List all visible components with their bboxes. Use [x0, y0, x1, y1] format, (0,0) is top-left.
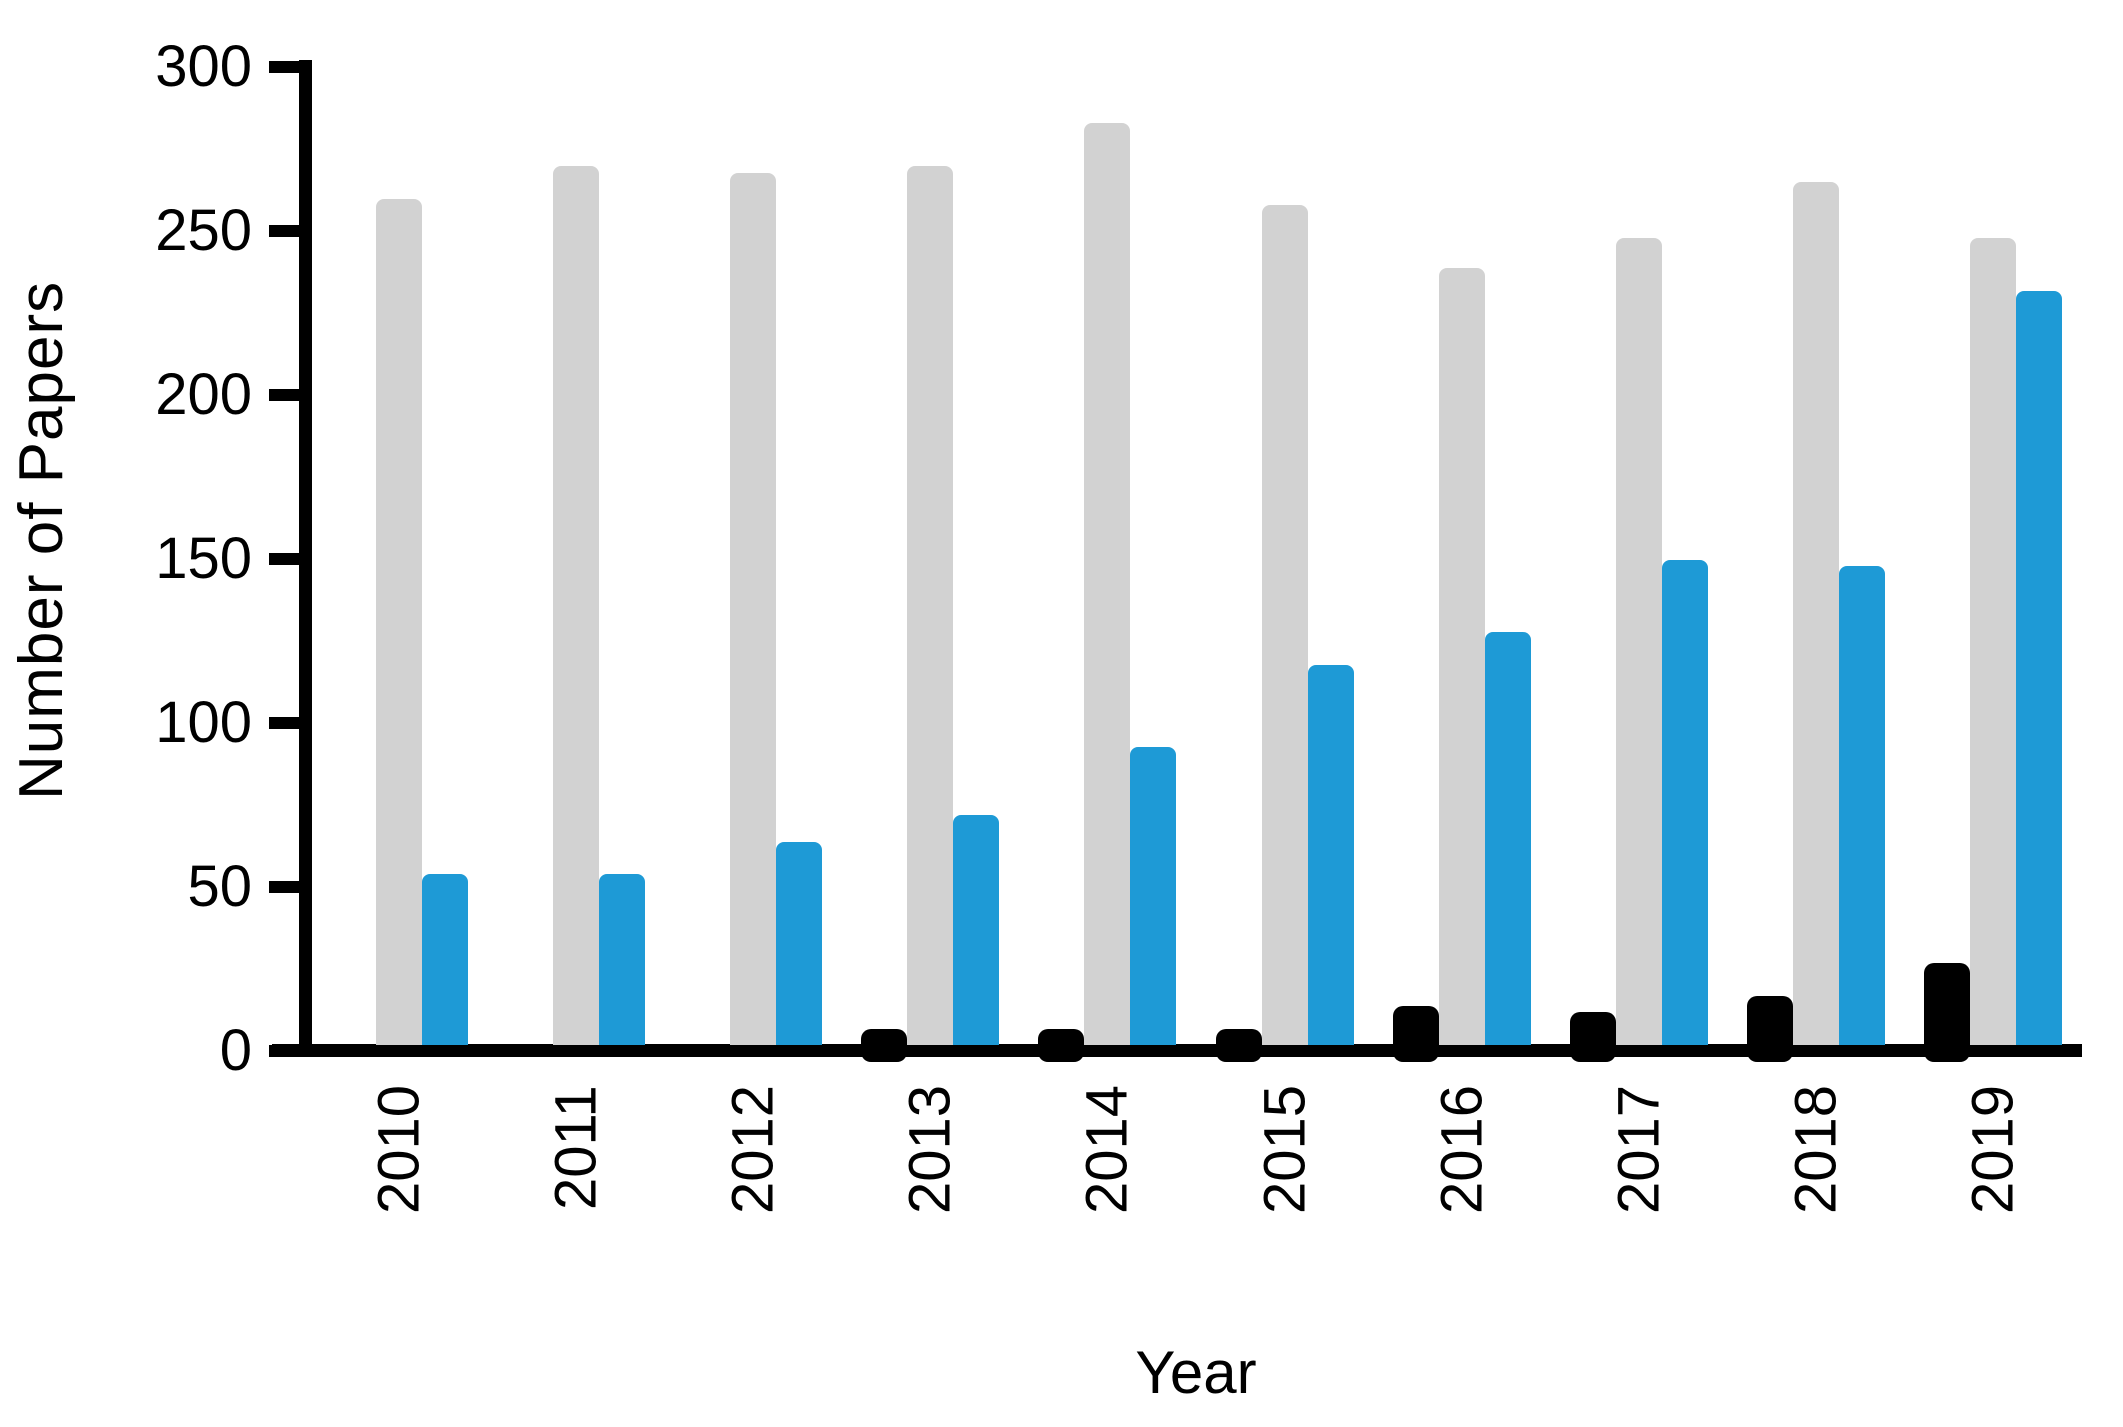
bar-black-2015 [1216, 1029, 1262, 1062]
bar-blue-2012 [776, 842, 822, 1045]
y-tick [269, 553, 299, 565]
x-category-label-2018: 2018 [1783, 1085, 1849, 1215]
x-category-label-2013: 2013 [897, 1085, 963, 1215]
x-category-label-2012: 2012 [720, 1085, 786, 1215]
y-tick [269, 717, 299, 729]
x-category-label-2019: 2019 [1960, 1085, 2026, 1215]
bar-blue-2018 [1839, 566, 1885, 1045]
bar-blue-2013 [953, 815, 999, 1045]
y-axis-line [299, 60, 312, 1052]
y-axis-title: Number of Papers [7, 280, 76, 800]
x-axis-line [272, 1044, 2082, 1057]
bar-blue-2014 [1130, 747, 1176, 1045]
x-category-label-2011: 2011 [543, 1085, 609, 1210]
bar-blue-2017 [1662, 560, 1708, 1045]
bar-gray-2013 [907, 166, 953, 1045]
bar-gray-2014 [1084, 123, 1130, 1045]
x-category-label-2014: 2014 [1074, 1085, 1140, 1215]
bar-blue-2015 [1308, 665, 1354, 1045]
bar-blue-2010 [422, 874, 468, 1045]
x-category-label-2015: 2015 [1252, 1085, 1318, 1215]
bar-black-2014 [1038, 1029, 1084, 1062]
bar-gray-2016 [1439, 268, 1485, 1045]
bar-blue-2019 [2016, 291, 2062, 1045]
y-tick-label: 150 [155, 526, 252, 591]
y-tick-label: 200 [155, 362, 252, 427]
x-axis-title: Year [1135, 1339, 1257, 1406]
y-tick-label: 50 [187, 854, 252, 919]
bar-black-2013 [861, 1029, 907, 1062]
y-tick-label: 250 [155, 198, 252, 263]
y-tick [269, 61, 299, 73]
bar-gray-2012 [730, 173, 776, 1045]
y-tick-label: 0 [219, 1018, 252, 1083]
x-category-label-2010: 2010 [366, 1085, 432, 1215]
y-tick [269, 225, 299, 237]
y-tick-label: 300 [155, 34, 252, 99]
bar-black-2019 [1924, 963, 1970, 1062]
bar-gray-2018 [1793, 182, 1839, 1045]
bar-black-2017 [1570, 1012, 1616, 1062]
bar-black-2016 [1393, 1006, 1439, 1062]
bar-gray-2017 [1616, 238, 1662, 1045]
y-tick [269, 389, 299, 401]
y-tick [269, 881, 299, 893]
bar-gray-2011 [553, 166, 599, 1045]
bar-blue-2016 [1485, 632, 1531, 1045]
bar-blue-2011 [599, 874, 645, 1045]
y-tick [269, 1045, 299, 1057]
x-category-label-2016: 2016 [1429, 1085, 1495, 1215]
bar-black-2018 [1747, 996, 1793, 1062]
x-category-label-2017: 2017 [1606, 1085, 1672, 1215]
bar-gray-2015 [1262, 205, 1308, 1045]
bar-gray-2010 [376, 199, 422, 1045]
bar-gray-2019 [1970, 238, 2016, 1045]
y-tick-label: 100 [155, 690, 252, 755]
